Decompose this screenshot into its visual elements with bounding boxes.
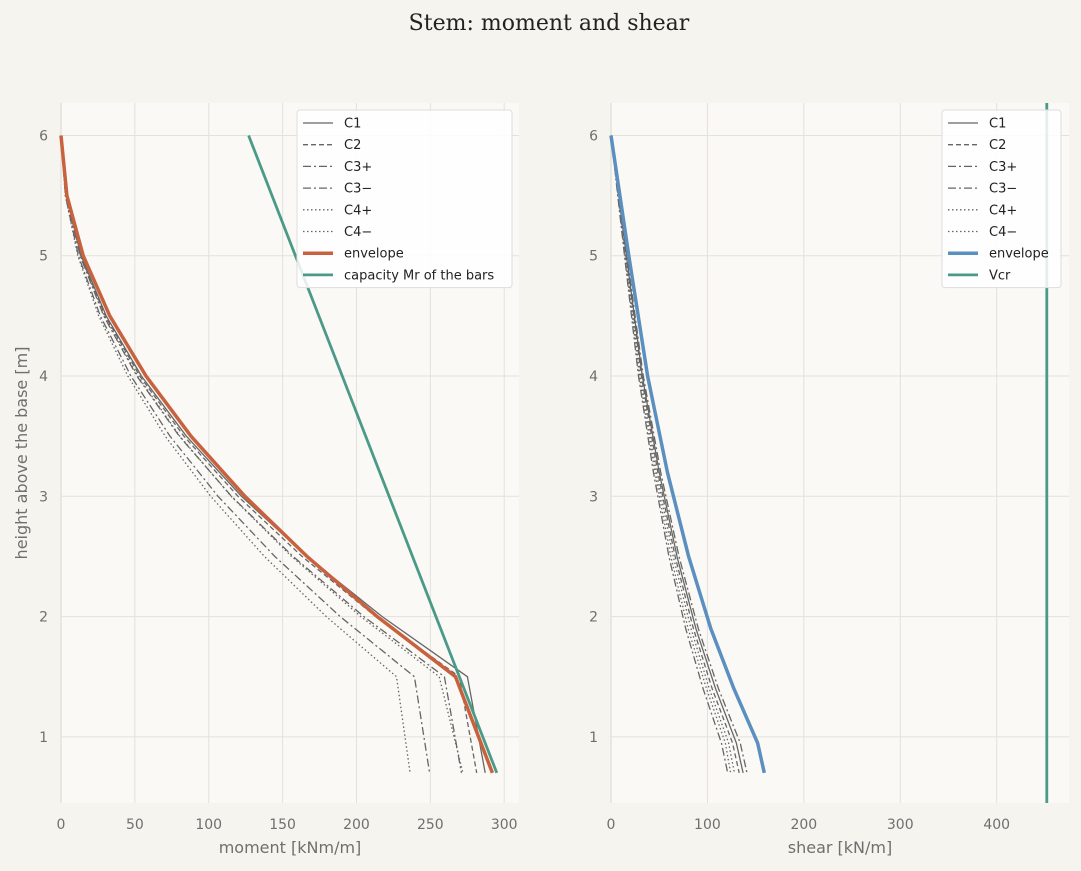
moment-series-c2 [60,135,478,774]
moment-x-tick-250: 250 [417,817,444,833]
shear-series-layer [609,103,1049,803]
shear-y-tick-3: 3 [589,489,598,505]
shear-legend-label-c2: C2 [989,138,1006,153]
moment-x-tick-0: 0 [57,817,66,833]
shear-legend: C1 C2 C3+ C3− C4+ C4− envelope Vcr [941,109,1062,289]
moment-legend-label-c1: C1 [344,117,361,132]
shear-legend-label-vcr: Vcr [989,268,1011,283]
shear-legend-label-c3-minus: C3− [989,182,1017,197]
moment-y-tick-4: 4 [39,369,48,385]
shear-x-tick-100: 100 [694,817,721,833]
shear-x-tick-400: 400 [983,817,1010,833]
moment-series-layer [59,134,499,774]
shear-y-tick-6: 6 [589,128,598,144]
moment-legend-label-c4-minus: C4− [344,225,372,240]
moment-tick-labels: 0 50 100 150 200 250 300 1 2 3 4 5 6 [39,128,518,833]
moment-legend-box [296,109,513,289]
moment-x-tick-200: 200 [343,817,370,833]
moment-x-tick-100: 100 [195,817,222,833]
moment-legend-label-c2: C2 [344,138,361,153]
figure-title: Stem: moment and shear [409,11,690,36]
moment-legend-label-c4-plus: C4+ [344,203,372,218]
shear-series-c2 [610,135,740,774]
moment-legend-label-c3-minus: C3− [344,182,372,197]
moment-series-envelope [59,135,495,774]
shear-y-tick-5: 5 [589,249,598,265]
shear-x-tick-200: 200 [790,817,817,833]
moment-y-tick-1: 1 [39,730,48,746]
moment-legend-label-envelope: envelope [344,247,404,262]
shear-legend-label-c4-minus: C4− [989,225,1017,240]
shear-legend-label-c1: C1 [989,117,1006,132]
moment-x-tick-150: 150 [269,817,296,833]
moment-y-tick-3: 3 [39,489,48,505]
shear-series-c4-minus [610,135,732,774]
shear-legend-label-c4-plus: C4+ [989,203,1017,218]
moment-x-tick-50: 50 [126,817,144,833]
moment-y-tick-2: 2 [39,610,48,626]
shear-legend-box [941,109,1062,289]
moment-x-axis-label: moment [kNm/m] [219,838,362,857]
moment-grid [60,103,519,803]
shear-y-tick-2: 2 [589,610,598,626]
shear-x-tick-0: 0 [607,817,616,833]
moment-y-axis-label: height above the base [m] [12,347,31,560]
moment-legend-label-capacity-mr-of-the-bars: capacity Mr of the bars [344,268,494,283]
shear-series-c4-plus [610,135,736,774]
shear-series-envelope [609,135,767,774]
shear-y-tick-4: 4 [589,369,598,385]
shear-x-axis-label: shear [kN/m] [788,838,892,857]
shear-chart: 0 100 200 300 400 1 2 3 4 5 6 shear [kN/m] C1 C2 C3+… [589,103,1069,857]
shear-y-tick-1: 1 [589,730,598,746]
moment-series-capacity-mr-of-the-bars [247,134,499,774]
shear-series-c3-plus [610,135,748,774]
shear-tick-labels: 0 100 200 300 400 1 2 3 4 5 6 [589,128,1010,833]
shear-legend-label-c3-plus: C3+ [989,160,1017,175]
shear-legend-label-envelope: envelope [989,247,1049,262]
moment-series-c4-plus [60,135,464,774]
moment-legend: C1 C2 C3+ C3− C4+ C4− envelope capacity Mr of t… [296,109,513,289]
moment-y-tick-6: 6 [39,128,48,144]
moment-legend-label-c3-plus: C3+ [344,160,372,175]
shear-x-tick-300: 300 [887,817,914,833]
moment-y-tick-5: 5 [39,249,48,265]
moment-series-c4-minus [60,135,411,773]
moment-x-tick-300: 300 [491,817,518,833]
